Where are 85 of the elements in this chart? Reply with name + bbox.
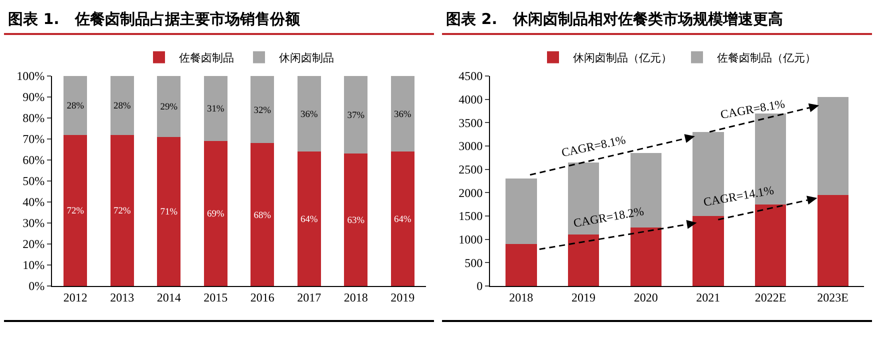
x-tick-label: 2023E: [817, 290, 848, 304]
x-tick-label: 2012: [63, 290, 88, 304]
y-tick-label: 4000: [458, 92, 483, 107]
data-label: 28%: [113, 102, 131, 112]
x-tick-label: 2013: [110, 290, 134, 304]
y-tick-label: 40%: [22, 195, 45, 210]
y-tick-label: 1000: [458, 232, 483, 247]
y-tick-label: 0: [476, 279, 483, 294]
data-label: 36%: [394, 110, 412, 120]
data-label: 68%: [254, 210, 272, 221]
y-tick-label: 20%: [22, 237, 45, 252]
data-label: 63%: [347, 216, 365, 226]
x-tick-label: 2016: [250, 290, 274, 304]
bar: [250, 76, 274, 144]
data-label: 64%: [300, 214, 318, 225]
data-label: 29%: [160, 102, 178, 113]
bar: [204, 76, 228, 142]
y-tick-label: 90%: [22, 90, 45, 104]
chart-title: 图表 2. 休闲卤制品相对佐餐类市场规模增速更高: [442, 0, 872, 35]
bar: [390, 152, 414, 286]
x-tick-label: 2022E: [754, 290, 786, 304]
legend-label: 休闲卤制品: [279, 52, 334, 65]
y-tick-label: 30%: [22, 216, 45, 230]
y-tick-label: 0%: [28, 279, 45, 294]
x-tick-label: 2015: [204, 290, 228, 304]
x-tick-label: 2020: [634, 290, 658, 304]
bar: [64, 76, 88, 135]
data-label: 36%: [300, 110, 318, 120]
y-tick-label: 500: [464, 256, 483, 270]
x-tick-label: 2017: [297, 290, 322, 304]
x-tick-label: 2014: [156, 290, 181, 304]
bar: [297, 76, 321, 152]
y-tick-label: 3000: [458, 139, 483, 154]
bar: [390, 76, 414, 152]
bar: [568, 234, 600, 286]
annotation: CAGR=14.1%: [702, 182, 775, 210]
y-tick-label: 4500: [458, 69, 483, 84]
y-tick-label: 50%: [22, 174, 45, 188]
bar: [344, 76, 368, 154]
bar: [817, 97, 848, 195]
y-tick-label: 70%: [22, 132, 45, 146]
annotation: CAGR=8.1%: [560, 132, 627, 160]
data-label: 64%: [394, 214, 412, 225]
x-tick-label: 2018: [509, 290, 534, 304]
data-label: 72%: [66, 206, 84, 217]
bar: [344, 154, 368, 286]
legend-label: 休闲卤制品（亿元）: [573, 52, 672, 65]
bar: [110, 76, 134, 135]
x-tick-label: 2018: [344, 290, 368, 304]
bar: [110, 134, 134, 286]
bar: [157, 76, 181, 137]
x-tick-label: 2021: [696, 290, 720, 304]
data-label: 37%: [347, 111, 365, 122]
bar: [817, 195, 848, 286]
data-label: 28%: [66, 102, 84, 112]
y-tick-label: 2000: [458, 186, 483, 200]
data-label: 72%: [113, 206, 131, 217]
data-label: 71%: [160, 208, 178, 218]
y-tick-label: 100%: [16, 69, 45, 84]
legend-label: 佐餐卤制品: [179, 52, 234, 65]
legend-label: 佐餐卤制品（亿元）: [717, 52, 816, 65]
bar: [64, 134, 88, 286]
bar: [250, 143, 274, 286]
data-label: 31%: [206, 104, 224, 115]
y-tick-label: 3500: [458, 116, 483, 130]
y-tick-label: 10%: [22, 258, 45, 272]
data-label: 69%: [206, 210, 224, 220]
y-tick-label: 2500: [458, 162, 483, 177]
y-tick-label: 1500: [458, 209, 483, 224]
bar: [692, 216, 724, 286]
annotation: CAGR=18.2%: [572, 204, 645, 230]
bar: [630, 228, 662, 286]
y-tick-label: 80%: [22, 111, 45, 126]
bar: [754, 204, 786, 286]
x-tick-label: 2019: [390, 290, 415, 304]
chart-title: 图表 1. 佐餐卤制品占据主要市场销售份额: [4, 0, 434, 35]
data-label: 32%: [254, 106, 272, 116]
bar: [157, 136, 181, 286]
bar: [506, 244, 537, 286]
y-tick-label: 60%: [22, 153, 45, 168]
bar: [297, 152, 321, 286]
x-tick-label: 2019: [572, 290, 596, 304]
annotation: CAGR=8.1%: [719, 96, 786, 122]
bar: [204, 141, 228, 286]
bar: [506, 178, 537, 244]
